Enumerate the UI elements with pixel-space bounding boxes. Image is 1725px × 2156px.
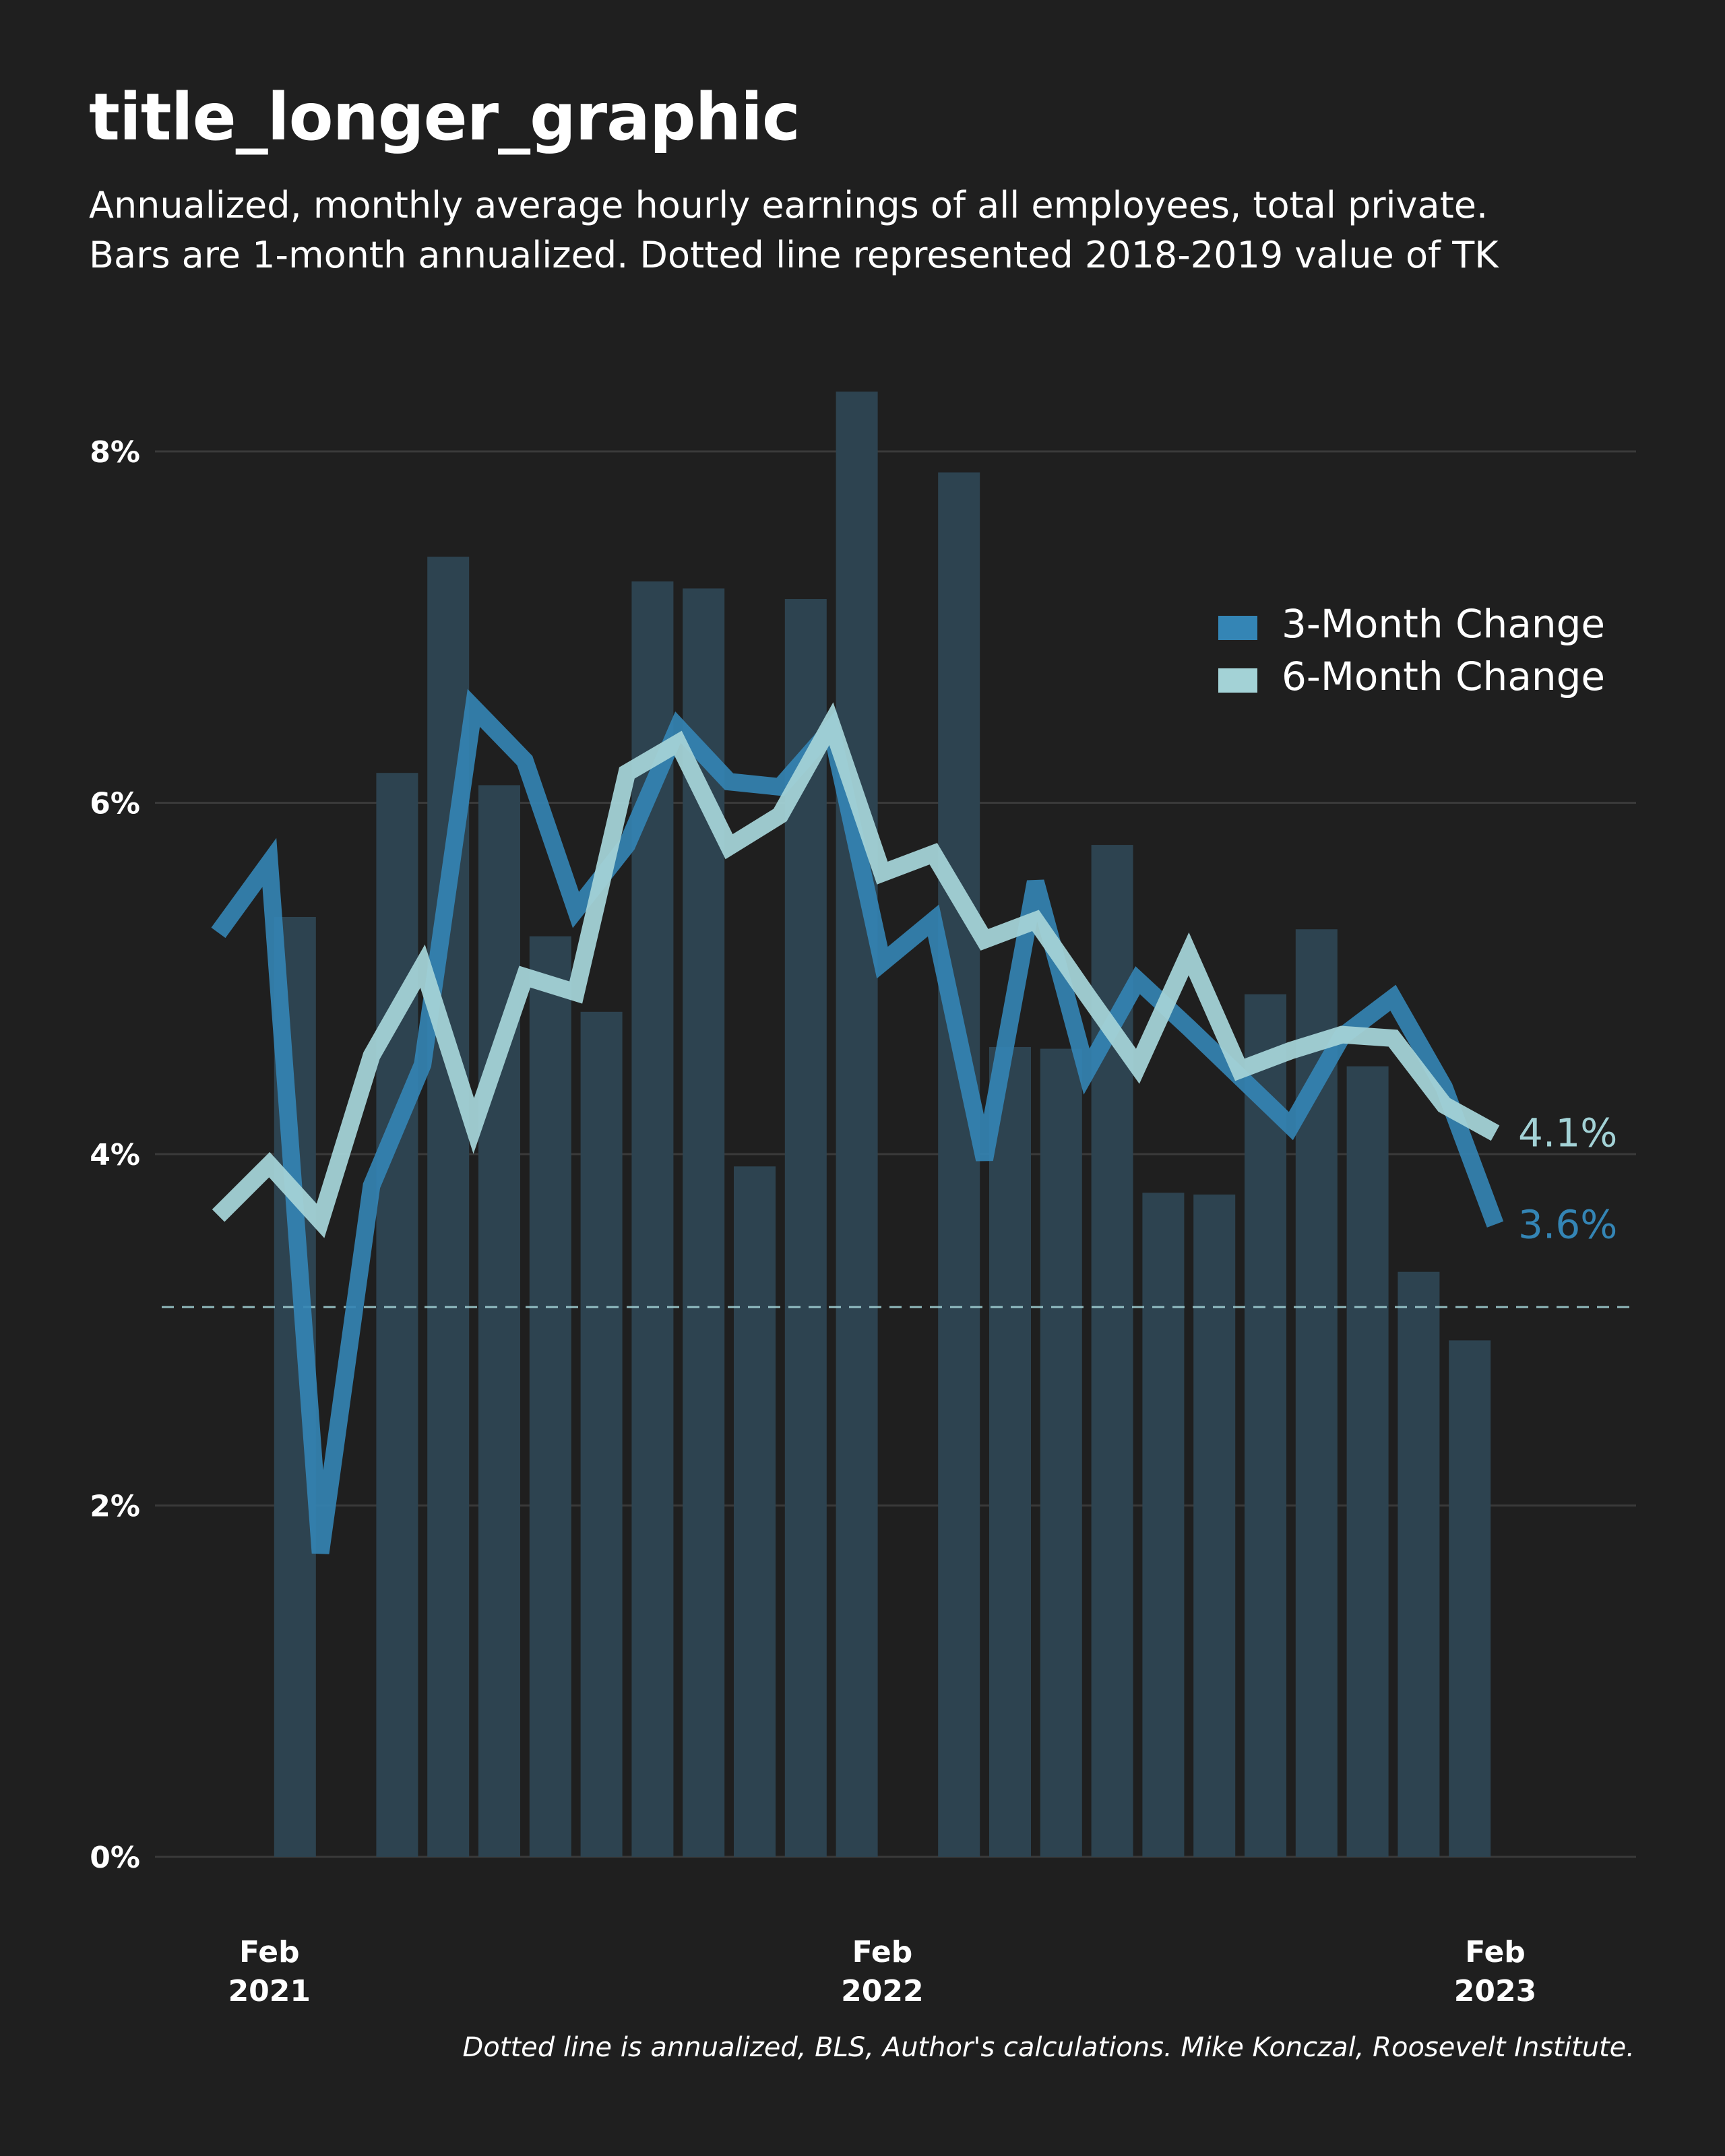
x-tick-label: Feb: [1465, 1935, 1526, 1969]
bar: [836, 391, 878, 1857]
label-layer: 4.1% 3.6%: [1518, 1110, 1617, 1248]
bar-layer: [274, 391, 1491, 1858]
x-tick-label: Feb: [852, 1935, 913, 1969]
chart-subtitle: Annualized, monthly average hourly earni…: [89, 181, 1499, 280]
bar: [1193, 1194, 1236, 1857]
bar: [734, 1166, 776, 1857]
bar: [478, 785, 520, 1857]
legend-swatch: [1218, 668, 1257, 693]
x-tick-label: 2021: [228, 1974, 311, 2008]
y-tick-label: 2%: [90, 1490, 140, 1524]
bar: [1142, 1193, 1185, 1857]
y-tick-label: 8%: [90, 435, 140, 470]
bar: [1245, 994, 1286, 1857]
subtitle-line-2: Bars are 1-month annualized. Dotted line…: [89, 234, 1499, 276]
bar: [1040, 1048, 1082, 1857]
x-tick-label: 2023: [1454, 1974, 1536, 2008]
y-tick-label: 4%: [90, 1138, 140, 1172]
subtitle-line-1: Annualized, monthly average hourly earni…: [89, 184, 1488, 226]
legend: 3-Month Change 6-Month Change: [1218, 601, 1605, 699]
legend-label: 3-Month Change: [1282, 601, 1605, 647]
bar: [989, 1046, 1031, 1857]
bar: [580, 1011, 623, 1857]
bar: [1398, 1271, 1440, 1857]
six-month-line: [212, 702, 1500, 1238]
line-layer: [211, 689, 1504, 1554]
bar: [1449, 1340, 1491, 1857]
source-caption: Dotted line is annualized, BLS, Author's…: [462, 2032, 1635, 2063]
end-label: 4.1%: [1518, 1110, 1617, 1156]
bar: [1346, 1066, 1389, 1857]
legend-swatch: [1218, 616, 1257, 640]
x-tick-label: 2022: [841, 1974, 923, 2008]
chart-title: title_longer_graphic: [89, 80, 801, 155]
y-tick-label: 0%: [90, 1841, 140, 1875]
y-tick-label: 6%: [90, 787, 140, 821]
bar: [938, 472, 980, 1857]
end-label: 3.6%: [1518, 1201, 1617, 1247]
legend-label: 6-Month Change: [1282, 654, 1605, 699]
grid-layer: 0% 2% 4% 6% 8% Feb 2021 Feb 2022 Feb 2023: [90, 435, 1636, 2008]
bar: [376, 773, 418, 1857]
x-tick-label: Feb: [239, 1935, 300, 1969]
bar: [529, 936, 571, 1857]
